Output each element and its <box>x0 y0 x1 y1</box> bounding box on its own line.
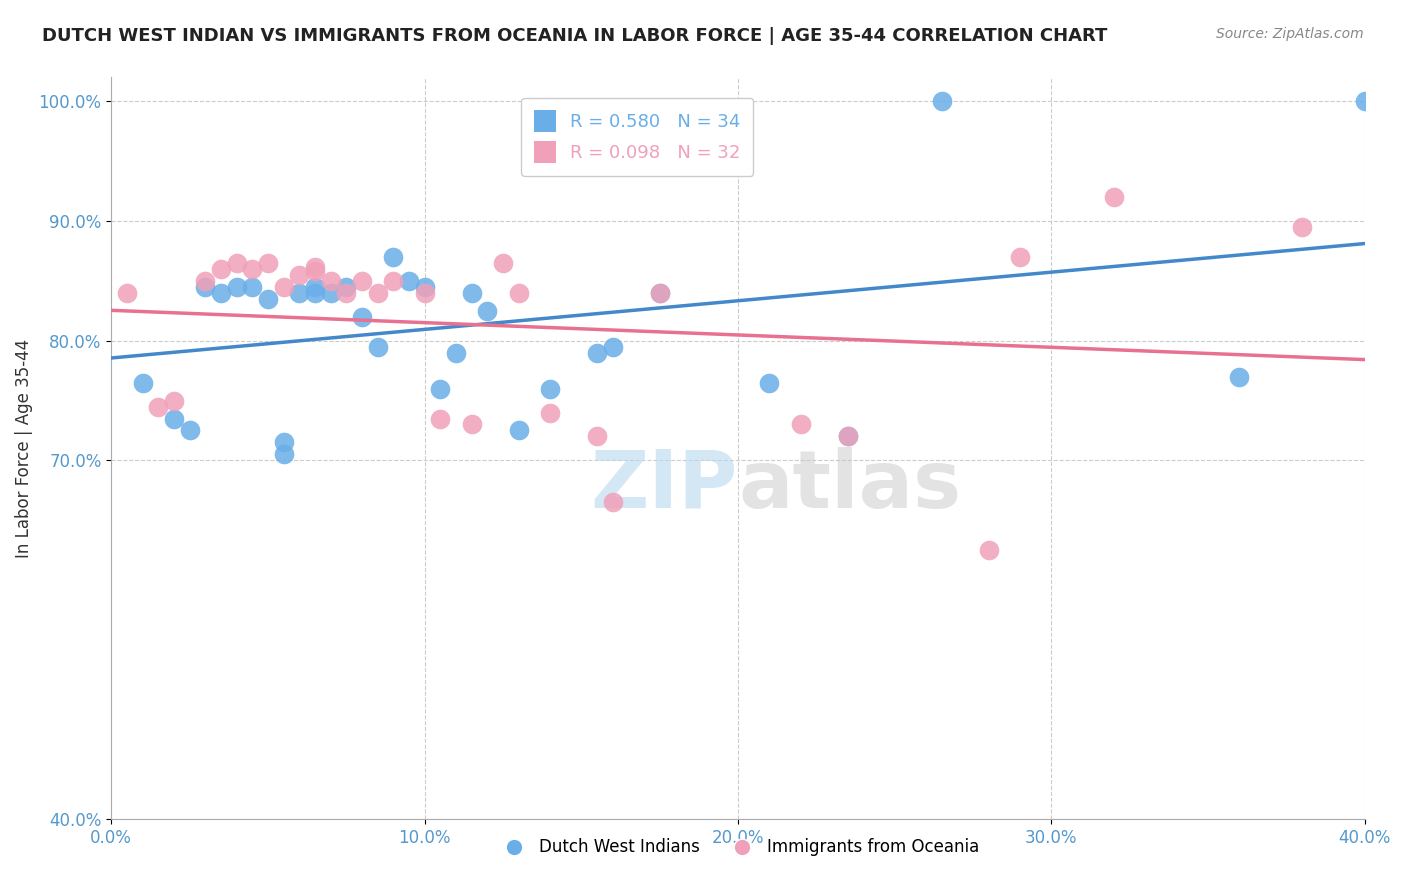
Point <box>335 280 357 294</box>
Text: Source: ZipAtlas.com: Source: ZipAtlas.com <box>1216 27 1364 41</box>
Point <box>790 417 813 432</box>
Point <box>367 285 389 300</box>
Point <box>460 417 482 432</box>
Point <box>538 382 561 396</box>
Text: ZIP: ZIP <box>591 447 738 524</box>
Point <box>492 256 515 270</box>
Point <box>304 285 326 300</box>
Point <box>319 274 342 288</box>
Point <box>288 285 311 300</box>
Point <box>225 256 247 270</box>
Point <box>367 340 389 354</box>
Point <box>1354 95 1376 109</box>
Point <box>429 382 451 396</box>
Point <box>382 274 405 288</box>
Point <box>131 376 153 390</box>
Y-axis label: In Labor Force | Age 35-44: In Labor Force | Age 35-44 <box>15 339 32 558</box>
Text: atlas: atlas <box>738 447 962 524</box>
Point <box>319 285 342 300</box>
Point <box>273 447 295 461</box>
Point <box>194 280 217 294</box>
Point <box>209 285 232 300</box>
Point <box>602 340 624 354</box>
Point <box>413 285 436 300</box>
Point <box>194 274 217 288</box>
Text: DUTCH WEST INDIAN VS IMMIGRANTS FROM OCEANIA IN LABOR FORCE | AGE 35-44 CORRELAT: DUTCH WEST INDIAN VS IMMIGRANTS FROM OCE… <box>42 27 1108 45</box>
Point <box>304 280 326 294</box>
Point <box>837 429 859 443</box>
Point <box>1010 250 1032 264</box>
Point <box>508 424 530 438</box>
Point <box>148 400 170 414</box>
Point <box>382 250 405 264</box>
Point <box>350 274 373 288</box>
Point <box>304 260 326 274</box>
Point <box>837 429 859 443</box>
Point <box>460 285 482 300</box>
Point <box>288 268 311 282</box>
Point <box>508 285 530 300</box>
Point <box>335 285 357 300</box>
Point <box>586 429 609 443</box>
Point <box>602 495 624 509</box>
Point <box>586 345 609 359</box>
Point <box>648 285 671 300</box>
Point <box>163 411 186 425</box>
Point <box>758 376 780 390</box>
Legend: Dutch West Indians, Immigrants from Oceania: Dutch West Indians, Immigrants from Ocea… <box>491 831 986 863</box>
Point <box>444 345 467 359</box>
Point <box>413 280 436 294</box>
Point <box>273 435 295 450</box>
Point <box>350 310 373 324</box>
Point <box>398 274 420 288</box>
Point <box>163 393 186 408</box>
Point <box>240 280 263 294</box>
Point <box>257 256 280 270</box>
Point <box>1229 369 1251 384</box>
Point <box>209 261 232 276</box>
Point <box>273 280 295 294</box>
Point <box>648 285 671 300</box>
Point <box>977 543 1000 558</box>
Point <box>257 292 280 306</box>
Point <box>931 95 953 109</box>
Point <box>429 411 451 425</box>
Point <box>179 424 201 438</box>
Point <box>115 285 138 300</box>
Point <box>538 405 561 419</box>
Point <box>1291 220 1313 235</box>
Point <box>240 261 263 276</box>
Point <box>304 264 326 278</box>
Point <box>477 303 499 318</box>
Point <box>1102 190 1125 204</box>
Point <box>225 280 247 294</box>
